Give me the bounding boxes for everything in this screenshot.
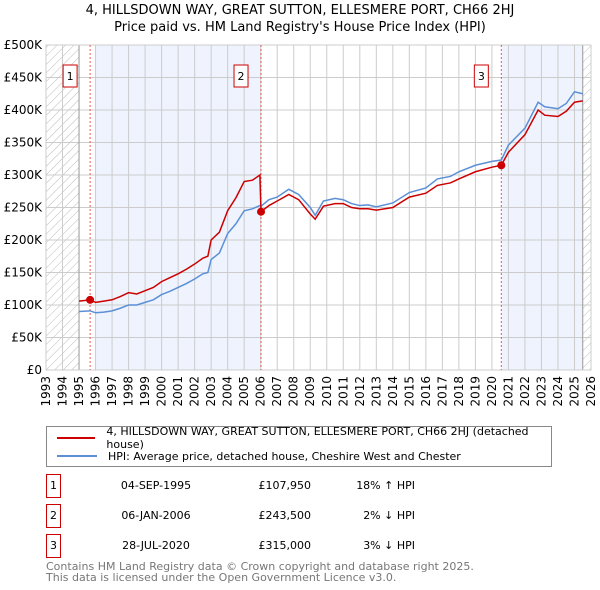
sale-point <box>86 295 95 304</box>
x-tick-label: 2006 <box>254 376 268 407</box>
x-tick-label: 2019 <box>468 376 482 407</box>
price-paid-line <box>78 100 583 304</box>
sale-date: 28-JUL-2020 <box>122 539 190 552</box>
sale-price: £315,000 <box>258 539 312 552</box>
y-tick-label: £300K <box>4 168 44 182</box>
footer-copyright: Contains HM Land Registry data © Crown c… <box>46 560 474 573</box>
legend-item-property: 4, HILLSDOWN WAY, GREAT SUTTON, ELLESMER… <box>57 425 551 451</box>
x-tick-label: 1995 <box>72 376 86 407</box>
x-tick-label: 1994 <box>56 376 70 407</box>
legend-label: 4, HILLSDOWN WAY, GREAT SUTTON, ELLESMER… <box>106 425 529 451</box>
y-tick-label: £100K <box>4 298 44 312</box>
x-tick-label: 2024 <box>551 376 565 407</box>
sale-marker-label: 3 <box>478 70 485 83</box>
sale-marker-box <box>233 64 249 88</box>
sale-hpi-diff: 2% ↓ HPI <box>363 509 415 522</box>
x-tick-label: 2005 <box>237 376 251 407</box>
legend-label: HPI: Average price, detached house, Ches… <box>108 449 461 463</box>
sale-marker-label: 1 <box>67 70 74 83</box>
x-tick-label: 2010 <box>320 376 334 407</box>
sale-marker-label: 2 <box>46 504 61 528</box>
x-tick-label: 1999 <box>138 376 152 407</box>
plot-area: £0 £50K £100K £150K £200K £250K £300K £350K £400… <box>4 38 598 407</box>
x-tick-label: 2008 <box>287 376 301 407</box>
y-tick-label: £50K <box>11 331 43 345</box>
x-tick-label: 1998 <box>122 376 136 407</box>
sale-row: 1 04-SEP-1995 £107,950 18% ↑ HPI <box>46 474 446 498</box>
sale-marker-label: 1 <box>46 474 61 498</box>
x-tick-label: 2009 <box>303 376 317 407</box>
y-tick-label: £200K <box>4 233 44 247</box>
legend-swatch-red <box>57 437 96 439</box>
x-tick-label: 2025 <box>567 376 581 407</box>
x-tick-label: 2017 <box>435 376 449 407</box>
x-tick-label: 2012 <box>353 376 367 407</box>
y-tick-label: £150K <box>4 266 44 280</box>
sale-date: 04-SEP-1995 <box>120 479 192 492</box>
sale-hpi-diff: 3% ↓ HPI <box>363 539 415 552</box>
x-tick-label: 2013 <box>369 376 383 407</box>
x-tick-label: 2002 <box>188 376 202 407</box>
sale-marker-label: 3 <box>46 534 61 558</box>
x-tick-label: 2015 <box>402 376 416 407</box>
x-tick-label: 1996 <box>89 376 103 407</box>
sale-date: 06-JAN-2006 <box>121 509 191 522</box>
sale-row: 2 06-JAN-2006 £243,500 2% ↓ HPI <box>46 504 446 528</box>
x-tick-label: 2021 <box>501 376 515 407</box>
chart-subtitle: Price paid vs. HM Land Registry's House … <box>114 20 486 35</box>
x-tick-label: 2011 <box>336 376 350 407</box>
legend: 4, HILLSDOWN WAY, GREAT SUTTON, ELLESMER… <box>46 425 552 467</box>
legend-item-hpi: HPI: Average price, detached house, Ches… <box>57 448 461 464</box>
x-tick-label: 2020 <box>485 376 499 407</box>
plot-border <box>45 44 592 371</box>
chart-title: 4, HILLSDOWN WAY, GREAT SUTTON, ELLESMER… <box>85 3 515 18</box>
sale-price: £243,500 <box>258 509 312 522</box>
y-tick-label: £500K <box>4 38 44 52</box>
sale-marker-box <box>62 64 78 88</box>
y-tick-label: £0 <box>27 363 42 377</box>
x-tick-label: 2014 <box>386 376 400 407</box>
x-tick-label: 2026 <box>584 376 598 407</box>
y-tick-label: £400K <box>4 103 44 117</box>
y-tick-label: £450K <box>4 71 44 85</box>
sale-point <box>257 207 266 216</box>
x-tick-label: 2001 <box>171 376 185 407</box>
x-tick-label: 2018 <box>452 376 466 407</box>
sale-price: £107,950 <box>258 479 312 492</box>
x-tick-label: 2023 <box>534 376 548 407</box>
x-tick-label: 2000 <box>155 376 169 407</box>
sale-row: 3 28-JUL-2020 £315,000 3% ↓ HPI <box>46 534 446 558</box>
y-tick-label: £250K <box>4 201 44 215</box>
x-tick-label: 2007 <box>270 376 284 407</box>
footer-licence: This data is licensed under the Open Gov… <box>46 571 397 584</box>
x-tick-label: 2004 <box>221 376 235 407</box>
x-tick-label: 2022 <box>518 376 532 407</box>
x-tick-label: 2003 <box>204 376 218 407</box>
x-tick-label: 1993 <box>39 376 53 407</box>
sale-hpi-diff: 18% ↑ HPI <box>356 479 415 492</box>
legend-swatch-blue <box>57 455 97 457</box>
x-tick-label: 1997 <box>105 376 119 407</box>
sale-marker-label: 2 <box>238 70 245 83</box>
y-tick-label: £350K <box>4 136 44 150</box>
sale-marker-box <box>473 64 489 88</box>
x-tick-label: 2016 <box>419 376 433 407</box>
hpi-line <box>78 90 583 314</box>
sale-point <box>497 161 506 170</box>
